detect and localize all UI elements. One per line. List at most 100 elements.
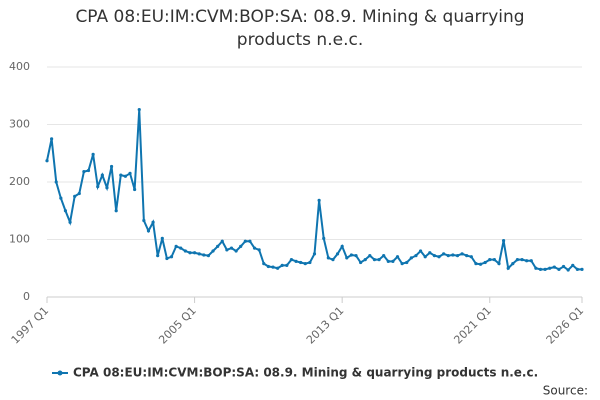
point [446, 254, 450, 258]
point [423, 255, 427, 259]
point [285, 263, 289, 267]
point [86, 168, 91, 173]
point [492, 258, 496, 262]
point [442, 252, 446, 256]
point [202, 253, 206, 257]
point [552, 265, 556, 269]
point [478, 262, 483, 266]
point [50, 137, 54, 141]
point [114, 209, 118, 213]
point [377, 258, 381, 262]
point [216, 244, 220, 248]
point [146, 229, 151, 233]
point [68, 220, 72, 224]
y-tick-label: 0 [23, 290, 30, 303]
chart-title: CPA 08:EU:IM:CVM:BOP:SA: 08.9. Mining & … [75, 7, 525, 50]
point [197, 252, 201, 256]
series-line [46, 109, 582, 272]
point [151, 220, 155, 224]
point [414, 254, 418, 258]
point [206, 254, 211, 258]
point [525, 259, 529, 263]
point [271, 265, 275, 269]
point [488, 258, 492, 262]
point [156, 254, 160, 258]
point [294, 259, 298, 263]
point [77, 191, 81, 196]
point [400, 262, 404, 266]
x-tick-label: 2026 Q1 [544, 304, 587, 347]
point [303, 262, 307, 266]
point [308, 260, 312, 265]
point [543, 267, 547, 271]
point [580, 267, 584, 271]
point [289, 258, 294, 262]
point [266, 264, 270, 269]
point [73, 194, 77, 198]
point [359, 260, 363, 265]
point [234, 249, 238, 253]
point [91, 152, 95, 156]
point [59, 196, 63, 200]
point [299, 260, 303, 265]
legend-label: CPA 08:EU:IM:CVM:BOP:SA: 08.9. Mining & … [73, 366, 538, 380]
point [409, 256, 413, 260]
point [192, 251, 197, 255]
point [345, 256, 349, 260]
point [96, 185, 100, 189]
point [354, 254, 358, 258]
y-tick-label: 300 [9, 118, 30, 131]
y-tick-label: 100 [9, 233, 30, 246]
y-tick-label: 400 [9, 60, 30, 73]
point [229, 246, 234, 250]
point [571, 263, 575, 267]
point [529, 259, 533, 263]
point [465, 254, 469, 258]
point [474, 262, 478, 266]
point [211, 249, 215, 253]
x-tick-label: 2005 Q1 [156, 304, 199, 347]
point [276, 266, 280, 270]
point [506, 266, 510, 270]
point [220, 239, 224, 243]
point [451, 253, 455, 257]
point [349, 253, 353, 257]
point [520, 258, 524, 262]
point [548, 266, 552, 270]
point [128, 171, 132, 175]
point [165, 256, 169, 261]
point [160, 236, 164, 240]
point [54, 180, 58, 184]
point [538, 267, 543, 271]
point [183, 249, 187, 253]
point [372, 258, 377, 262]
point [386, 259, 390, 263]
point [322, 236, 326, 240]
point [262, 262, 266, 266]
point [368, 254, 372, 258]
point [405, 260, 409, 265]
point [82, 170, 86, 174]
source: Source: [543, 384, 588, 398]
point [418, 249, 423, 253]
point [123, 174, 128, 178]
point [174, 244, 178, 248]
point [100, 173, 104, 177]
point [331, 258, 335, 262]
point [534, 266, 538, 270]
point [312, 252, 317, 256]
point [391, 259, 395, 263]
point [455, 254, 460, 258]
point [326, 256, 330, 260]
point [395, 255, 400, 259]
point [179, 246, 183, 250]
point [243, 239, 247, 243]
point [257, 248, 261, 252]
point [252, 246, 257, 250]
point [45, 159, 49, 163]
point [105, 186, 109, 190]
point [317, 198, 321, 202]
y-tick-label: 200 [9, 175, 30, 188]
point [137, 107, 141, 112]
point [239, 244, 243, 248]
